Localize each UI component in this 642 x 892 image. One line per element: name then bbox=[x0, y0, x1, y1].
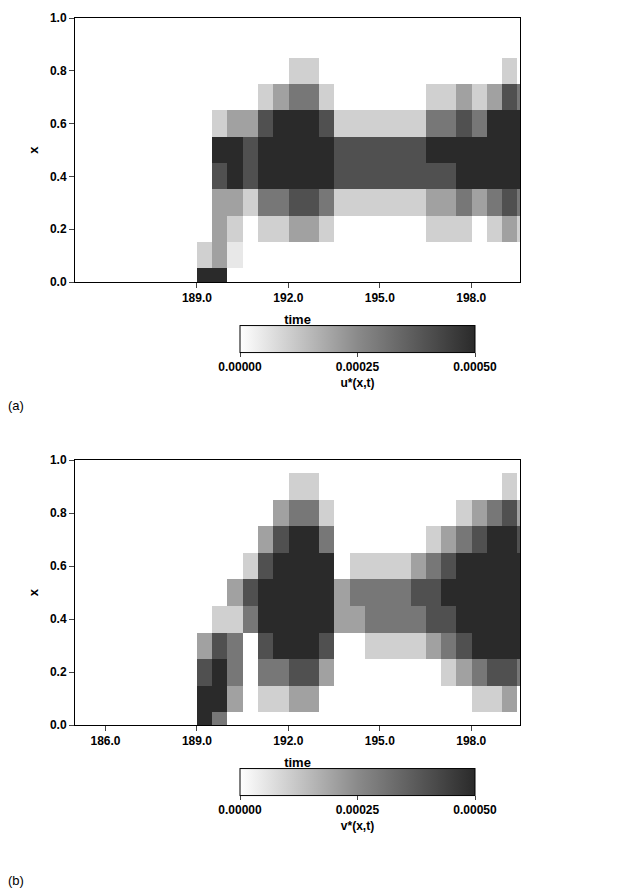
svg-text:0.4: 0.4 bbox=[50, 170, 67, 184]
svg-text:1.0: 1.0 bbox=[50, 11, 67, 25]
svg-text:0.8: 0.8 bbox=[50, 506, 67, 520]
svg-text:0.00000: 0.00000 bbox=[218, 360, 262, 374]
svg-text:189.0: 189.0 bbox=[182, 734, 212, 748]
svg-text:0.00000: 0.00000 bbox=[218, 803, 262, 817]
svg-text:198.0: 198.0 bbox=[456, 734, 486, 748]
svg-text:0.00050: 0.00050 bbox=[453, 803, 497, 817]
svg-text:0.0: 0.0 bbox=[50, 718, 67, 732]
svg-text:0.8: 0.8 bbox=[50, 64, 67, 78]
svg-text:v*(x,t): v*(x,t) bbox=[341, 819, 374, 833]
svg-text:192.0: 192.0 bbox=[273, 734, 303, 748]
svg-text:u*(x,t): u*(x,t) bbox=[341, 376, 375, 390]
svg-text:186.0: 186.0 bbox=[90, 734, 120, 748]
svg-text:0.4: 0.4 bbox=[50, 612, 67, 626]
svg-text:195.0: 195.0 bbox=[365, 291, 395, 305]
svg-text:0.0: 0.0 bbox=[50, 275, 67, 289]
svg-text:x: x bbox=[26, 146, 41, 154]
svg-text:(a): (a) bbox=[8, 398, 24, 413]
svg-text:time: time bbox=[284, 312, 311, 327]
svg-text:0.6: 0.6 bbox=[50, 117, 67, 131]
svg-text:0.2: 0.2 bbox=[50, 222, 67, 236]
svg-text:0.00025: 0.00025 bbox=[336, 360, 380, 374]
svg-text:(b): (b) bbox=[8, 873, 24, 888]
svg-text:198.0: 198.0 bbox=[456, 291, 486, 305]
svg-text:1.0: 1.0 bbox=[50, 453, 67, 467]
svg-text:time: time bbox=[284, 755, 311, 770]
svg-text:189.0: 189.0 bbox=[182, 291, 212, 305]
svg-text:0.2: 0.2 bbox=[50, 665, 67, 679]
svg-text:192.0: 192.0 bbox=[273, 291, 303, 305]
svg-text:0.6: 0.6 bbox=[50, 559, 67, 573]
svg-text:0.00050: 0.00050 bbox=[453, 360, 497, 374]
svg-text:195.0: 195.0 bbox=[365, 734, 395, 748]
svg-text:x: x bbox=[26, 588, 41, 596]
svg-text:0.00025: 0.00025 bbox=[336, 803, 380, 817]
